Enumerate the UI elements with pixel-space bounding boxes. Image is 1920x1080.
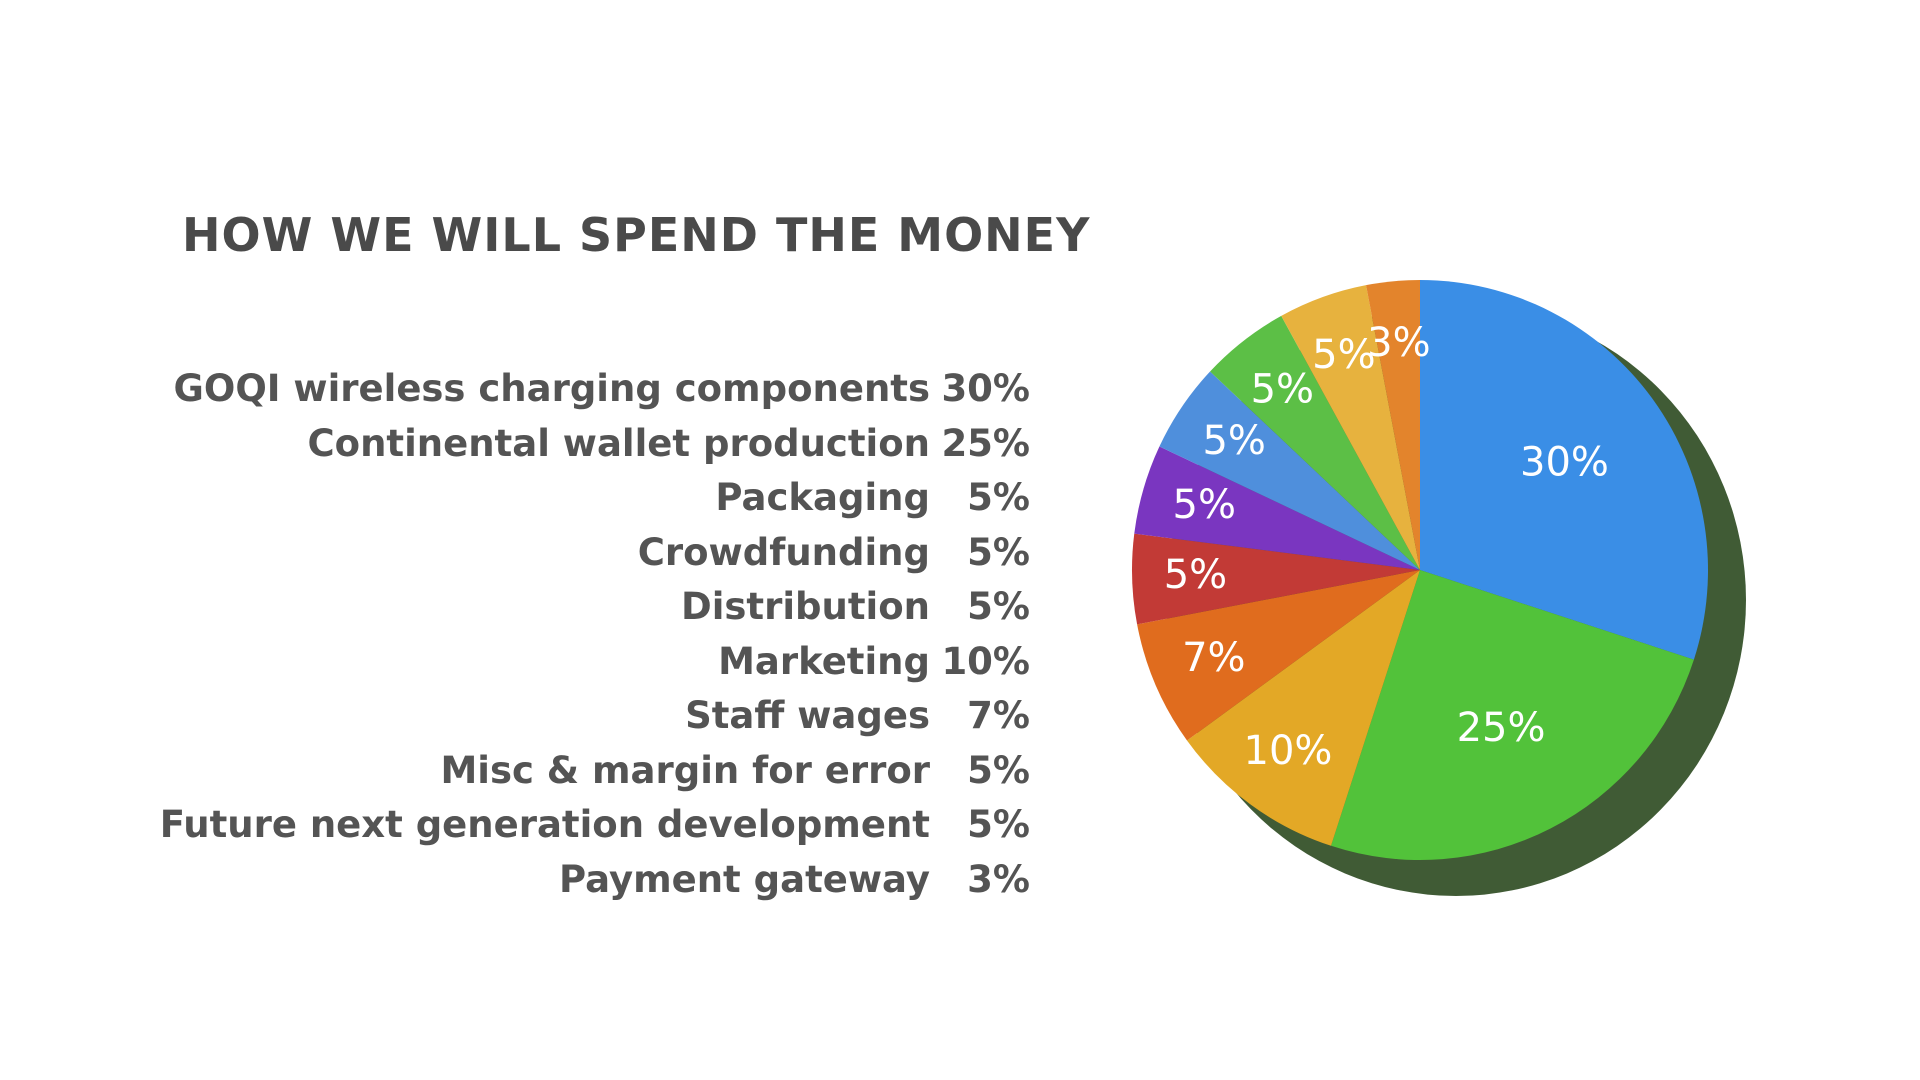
legend-value: 25% [941, 421, 1030, 465]
pie-slice [1132, 533, 1420, 625]
pie-slice-label: 10% [1244, 728, 1333, 774]
pie-slice [1137, 570, 1420, 741]
legend-value: 5% [967, 585, 1030, 628]
pie-slice [1134, 446, 1420, 570]
pie-slice [1281, 285, 1420, 570]
pie-chart: 30%25%10%7%5%5%5%5%5%3% [1132, 280, 1746, 896]
slide-title: HOW WE WILL SPEND THE MONEY [182, 208, 1091, 262]
pie-slices [1132, 280, 1708, 860]
legend-label: Staff wages [685, 694, 930, 737]
legend-value: 7% [967, 694, 1030, 737]
legend-label: Future next generation development [159, 803, 930, 846]
legend-value: 5% [967, 476, 1030, 519]
pie-slice [1366, 280, 1420, 570]
pie-slice-label: 25% [1457, 705, 1546, 751]
legend-value: 10% [941, 639, 1030, 683]
pie-slice [1159, 371, 1420, 570]
pie-slice [1331, 570, 1694, 860]
legend-label: Distribution [681, 585, 930, 628]
pie-slice [1420, 280, 1708, 660]
pie-slice-label: 3% [1367, 320, 1430, 366]
legend-row: Staff wages 7% [150, 689, 1030, 744]
pie-slice-label: 5% [1312, 332, 1375, 378]
legend-value: 5% [967, 748, 1030, 792]
pie-slice-label: 5% [1202, 418, 1265, 464]
pie-slice-label: 5% [1164, 552, 1227, 598]
legend-row: Packaging 5% [150, 471, 1030, 526]
legend-value: 5% [967, 803, 1030, 846]
legend-list: GOQI wireless charging components 30% Con… [150, 362, 1030, 907]
legend-label: Payment gateway [559, 857, 930, 901]
legend-label: Marketing [718, 639, 930, 683]
pie-slice-label: 5% [1251, 366, 1314, 412]
pie-slice-label: 30% [1520, 439, 1609, 485]
legend-label: Misc & margin for error [440, 748, 930, 792]
pie-slice-label: 5% [1173, 482, 1236, 528]
legend-row: Future next generation development 5% [150, 798, 1030, 853]
legend-row: Marketing 10% [150, 635, 1030, 690]
legend-row: Distribution 5% [150, 580, 1030, 635]
legend-value: 30% [941, 367, 1030, 410]
legend-label: Packaging [715, 476, 930, 519]
legend-label: GOQI wireless charging components [173, 367, 931, 410]
pie-slice [1210, 315, 1420, 570]
legend-value: 3% [967, 857, 1030, 901]
pie-labels: 30%25%10%7%5%5%5%5%5%3% [1164, 320, 1609, 774]
legend-label: Crowdfunding [637, 530, 930, 574]
legend-row: Misc & margin for error 5% [150, 744, 1030, 799]
legend-label: Continental wallet production [307, 421, 931, 465]
legend-row: Continental wallet production 25% [150, 417, 1031, 472]
legend-row: GOQI wireless charging components 30% [150, 362, 1031, 417]
legend-row: Crowdfunding 5% [150, 526, 1030, 581]
legend-value: 5% [967, 530, 1030, 574]
legend-row: Payment gateway 3% [150, 853, 1030, 908]
pie-slice-label: 7% [1182, 635, 1245, 681]
pie-slice [1187, 570, 1420, 846]
